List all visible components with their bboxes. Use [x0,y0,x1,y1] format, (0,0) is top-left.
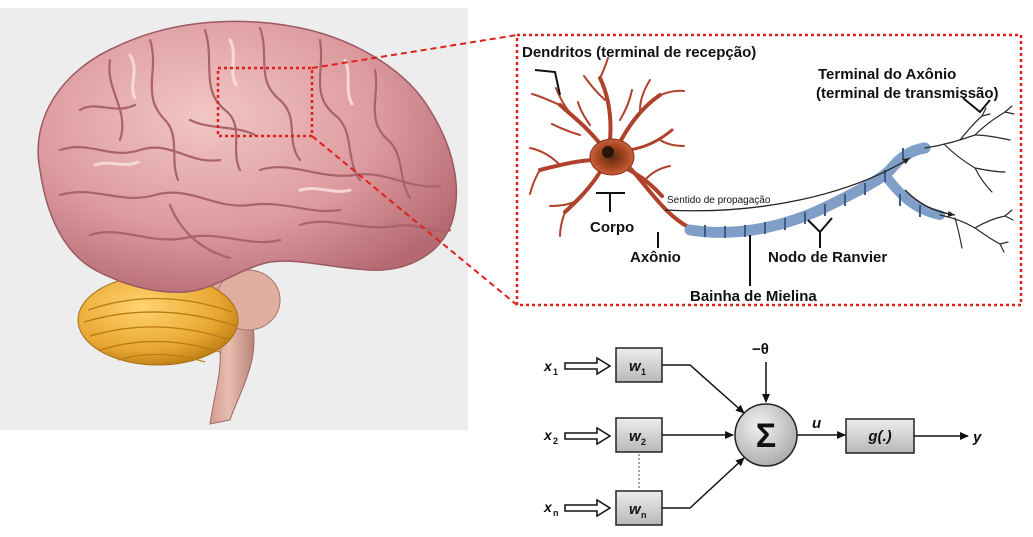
neuron-axon [628,166,692,230]
brain-illustration [0,8,468,430]
brain-folds [58,26,452,260]
weight-w1-box [615,347,663,383]
summation-symbol: Σ [756,417,776,455]
weight-w2-label: w [629,428,642,445]
label-axon-terminal: Terminal do Axônio [818,66,956,83]
input-x2-sub: 2 [553,436,558,446]
weight-w1: w 1 [615,347,663,383]
brain-highlights [93,38,354,193]
input-x1-sub: 1 [553,367,558,377]
myelin-sheath [684,142,931,238]
myelin-branch [880,170,945,220]
net-input-label: u [812,415,821,432]
input-xn: x n [543,498,612,518]
label-dendrites: Dendritos (terminal de recepção) [522,44,756,61]
neuron-label-pointers [534,69,991,286]
callout-line-bottom [311,135,518,306]
neuron-nucleus [602,146,614,158]
weight-wn-label: w [629,501,642,518]
threshold-label: −θ [752,341,769,358]
neuron-soma [589,138,635,176]
weight-w1-label: w [629,358,642,375]
activation-label: g(.) [867,428,891,445]
weight-w1-sub: 1 [641,367,646,377]
weight-wn: w n [615,490,663,526]
label-axon: Axônio [630,249,681,266]
input-x1: x 1 [543,356,612,377]
input-x2-label: x [543,427,553,443]
input-x2-arrow [564,426,612,446]
weight-w2: w 2 [615,417,663,453]
edge-w1-sum [662,364,745,414]
input-x1-label: x [543,358,553,374]
input-xn-arrow [564,498,612,518]
edge-wn-sum [662,457,745,509]
propagation-arrow-lower [904,189,956,217]
label-axon-terminal-sub: (terminal de transmissão) [816,85,999,102]
cerebellum [77,274,239,366]
input-xn-label: x [543,499,553,515]
label-myelin: Bainha de Mielina [690,288,817,305]
label-body: Corpo [590,219,634,236]
label-propagation: Sentido de propagação [667,195,771,206]
weight-wn-sub: n [641,510,647,520]
weight-w2-sub: 2 [641,437,646,447]
label-ranvier: Nodo de Ranvier [768,249,887,266]
output-label: y [972,429,982,446]
input-x1-arrow [564,356,612,376]
perceptron-model: x 1 x 2 x n w 1 w 2 w n [543,341,982,526]
axon-terminals [924,105,1015,253]
neuron-panel: Dendritos (terminal de recepção) Termina… [515,33,1023,307]
input-xn-sub: n [553,508,559,518]
callout-line-top [311,34,518,69]
propagation-arrow [664,157,911,212]
input-x2: x 2 [543,426,612,446]
brain-zoom-box [216,66,314,138]
weight-w2-box [615,417,663,453]
